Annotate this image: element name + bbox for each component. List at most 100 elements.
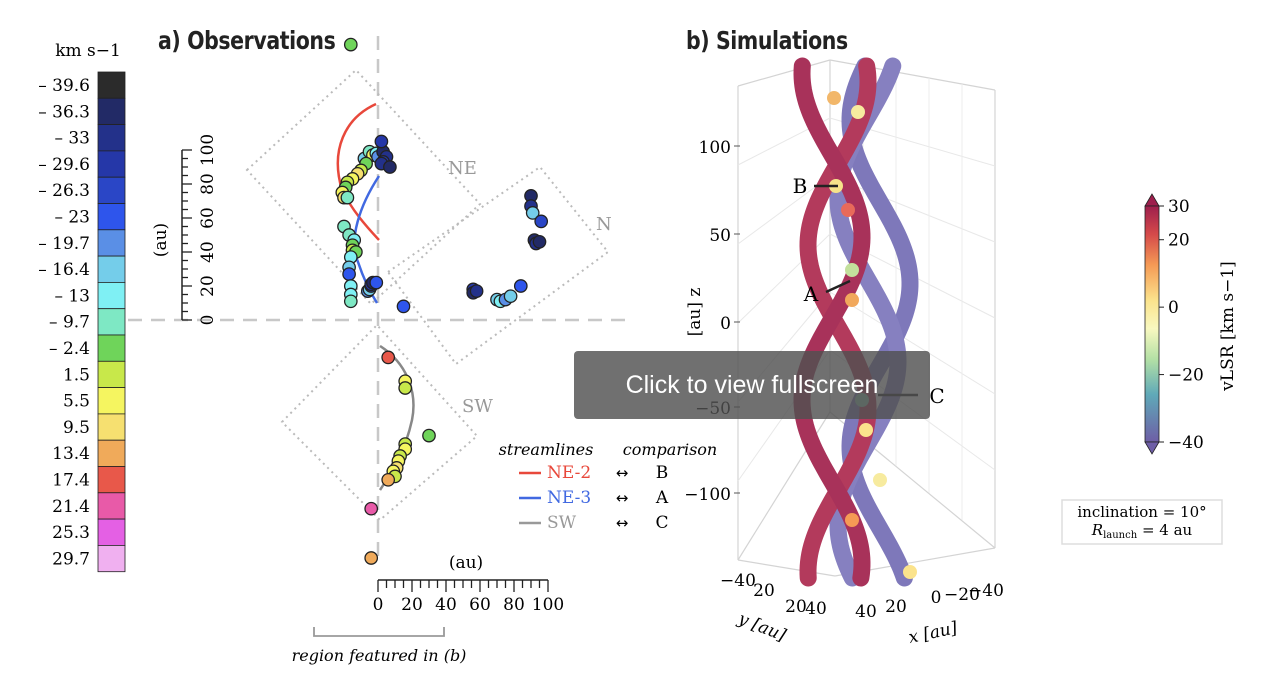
colorbar-a-swatch (97, 466, 126, 494)
y-axis-a: 0 20 40 60 80 100 (au) (151, 134, 218, 326)
obs-point (364, 501, 379, 516)
colorbar-b-tick-label: 20 (1168, 231, 1190, 251)
y-axis-b-tick-label: 40 (805, 599, 827, 619)
legend-entry-compare: A (655, 488, 669, 508)
colorbar-a-label: 13.4 (52, 444, 90, 464)
colorbar-a-swatch (97, 255, 126, 283)
obs-point (364, 551, 379, 565)
colorbar-a-label: – 29.6 (38, 155, 90, 175)
colorbar-b-gradient (1144, 205, 1160, 443)
colorbar-a-label: 1.5 (63, 365, 90, 385)
legend-header-comparison: comparison (623, 440, 717, 459)
x-axis-tick-label: 80 (503, 595, 525, 615)
x-axis-tick-label: 0 (373, 595, 384, 615)
colorbar-b-title: vLSR [km s−1] (1218, 261, 1238, 392)
legend-arrow: ↔ (616, 464, 629, 482)
grid-line (829, 291, 996, 395)
points-n (466, 189, 549, 309)
obs-point (396, 299, 411, 314)
region-label-ne: NE (448, 158, 477, 179)
panel-a-title: a) Observations (158, 26, 336, 55)
colorbar-b-tick-label: 0 (1168, 298, 1179, 318)
x-axis-tick-label: 20 (401, 595, 423, 615)
colorbar-a-swatch (97, 308, 126, 336)
region-box-ne (245, 68, 482, 306)
obs-point (503, 289, 518, 304)
colorbar-a-swatch (97, 124, 126, 152)
legend-entry-name: NE-3 (547, 488, 591, 508)
colorbar-b-tick-label: −40 (1168, 433, 1204, 453)
obs-point (534, 214, 549, 229)
velocity-marker (845, 513, 859, 527)
x-axis-tick-label: 100 (532, 595, 564, 615)
z-axis-tick-label: 100 (699, 138, 731, 158)
colorbar-a-swatch (97, 518, 126, 546)
colorbar-b-tick-label: −20 (1168, 366, 1204, 386)
y-axis-tick-label: 0 (198, 315, 218, 326)
colorbar-a-label: – 16.4 (38, 260, 90, 280)
colorbar-a-swatch (97, 360, 126, 388)
y-axis-tick-label: 100 (198, 134, 218, 166)
colorbar-a-swatch (97, 492, 126, 520)
colorbar-a-label: 25.3 (52, 523, 90, 543)
velocity-marker (845, 263, 859, 277)
obs-point (381, 472, 396, 487)
colorbar-a-swatch (97, 334, 126, 362)
colorbar-b-tick-label: 30 (1168, 197, 1190, 217)
info-box: inclination = 10°Rlaunch = 4 au (1061, 499, 1223, 545)
colorbar-a-label: 17.4 (52, 471, 90, 491)
points-sw (364, 350, 436, 565)
velocity-marker (903, 565, 917, 579)
box-edge (737, 559, 836, 577)
colorbar-a-label: 21.4 (52, 497, 90, 517)
colorbar-a-swatch (97, 545, 126, 573)
colorbar-a-label: – 26.3 (38, 181, 90, 201)
x-axis-b-tick-label: 40 (855, 602, 877, 622)
obs-point (342, 267, 356, 281)
obs-point (532, 234, 547, 249)
y-axis-b-tick-label: 20 (785, 597, 807, 617)
z-axis-title: [au] z (685, 288, 705, 337)
info-sub: launch (1103, 530, 1138, 541)
colorbar-a-label: – 13 (54, 286, 90, 306)
colorbar-a-label: – 33 (54, 129, 90, 149)
obs-point (398, 381, 413, 395)
x-axis-tick-label: 40 (435, 595, 457, 615)
colorbar-a-swatch (97, 413, 126, 441)
x-axis-b-tick-label: 20 (885, 597, 907, 617)
velocity-marker (845, 293, 859, 307)
legend-header-streamlines: streamlines (499, 440, 594, 459)
view-fullscreen-button[interactable]: Click to view fullscreen (574, 351, 930, 419)
velocity-marker (827, 91, 841, 105)
colorbar-b-top-arrow (1144, 193, 1160, 207)
x-axis-b-title: x [au] (907, 618, 960, 648)
z-axis-tick-label: 0 (720, 314, 731, 334)
info-inclination: inclination = 10° (1077, 503, 1206, 521)
legend-entry-compare: C (655, 513, 668, 533)
colorbar-a-label: – 19.7 (38, 234, 90, 254)
grid-line (737, 175, 831, 245)
marker-c-label: C (929, 384, 944, 408)
info-box-frame (1061, 499, 1223, 545)
obs-point (383, 160, 397, 174)
legend-entry-name: NE-2 (547, 463, 591, 483)
obs-point (343, 294, 358, 309)
colorbar-a-swatch (97, 203, 126, 231)
x-axis-b-tick-label: −40 (968, 581, 1004, 601)
velocity-marker (851, 105, 865, 119)
panel-b-title: b) Simulations (686, 26, 848, 55)
points-ne (335, 37, 411, 314)
region-bracket-label: region featured in (b) (292, 646, 467, 665)
marker-b-label: B (793, 174, 808, 198)
y-axis-b-tick-label: −40 (720, 571, 756, 591)
x-axis-b-tick-label: 0 (931, 588, 942, 608)
colorbar-a-swatch (97, 229, 126, 257)
region-box-n (386, 165, 610, 366)
colorbar-a-label: – 36.3 (38, 102, 90, 122)
colorbar-a-swatch (97, 71, 126, 99)
colorbar-a-label: – 39.6 (38, 76, 90, 96)
colorbar-a-swatch (97, 176, 126, 204)
velocity-marker (859, 423, 873, 437)
colorbar-a-label: – 23 (54, 208, 90, 228)
